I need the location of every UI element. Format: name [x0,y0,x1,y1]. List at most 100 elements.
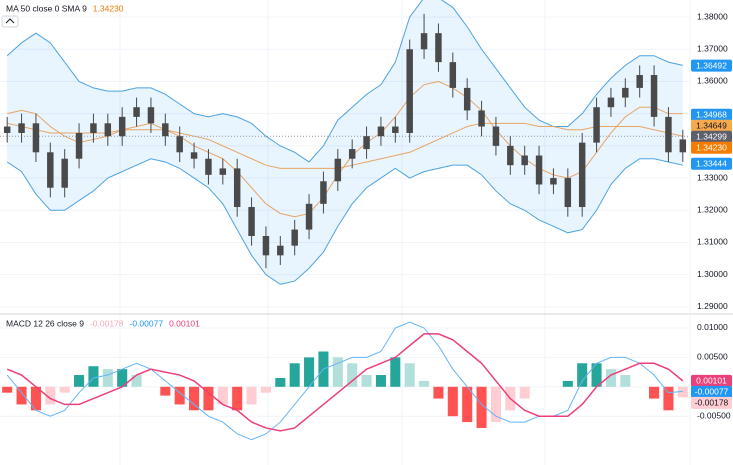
price-tag-label: 1.34968 [696,109,727,119]
candle-body [205,158,212,175]
legend-text: MA 50 close 0 SMA 9 [6,3,87,13]
price-tag [691,396,732,409]
histogram-bar [519,386,530,399]
histogram-bar [404,363,415,387]
candle-body [32,123,40,153]
price-tag [691,130,732,143]
histogram-bar [189,386,200,411]
candle-body [636,75,643,88]
candle-body [406,49,413,133]
price-tag-label: 1.33444 [696,159,727,169]
y-tick-label: 1.32000 [697,205,728,215]
histogram-bar [2,386,13,393]
histogram-bar [16,386,27,405]
candle-body [47,152,54,188]
candle-body [593,107,600,143]
candle-body [118,116,126,137]
histogram-bar [203,386,214,411]
candle-body [233,168,241,208]
histogram-bar [30,386,41,411]
candle-body [578,142,586,208]
y-tick-label: 0.01000 [697,322,728,332]
candle-body [622,87,629,98]
candle-body [248,207,255,237]
histogram-bar [59,386,70,393]
histogram-bar [677,386,688,398]
price-tag [691,385,732,398]
histogram-bar [375,375,386,387]
histogram-bar [260,386,271,393]
candle-body [277,245,284,256]
band-upper [6,0,683,163]
candle-body [607,97,615,108]
y-tick-label: 1.37000 [697,44,728,54]
candle-body [535,155,543,185]
price-tag [691,119,732,132]
y-tick-label: 1.36000 [697,76,728,86]
histogram-bar [663,386,674,411]
candle-body [104,123,112,137]
histogram-bar [605,369,616,387]
histogram-bar [289,363,300,387]
candle-body [463,87,471,111]
histogram-bar [462,386,473,423]
price-tag-label: 1.34299 [696,131,727,141]
histogram-bar [275,377,286,387]
candle-body [564,178,572,208]
histogram-bar [117,369,128,387]
histogram-bar [347,363,358,387]
histogram-bar [304,357,315,387]
candle-body [219,168,227,175]
price-tag [691,157,732,170]
candle-body [492,126,500,146]
candle-body [75,132,83,159]
price-tag [691,59,732,72]
legend-text: 0.00101 [169,318,200,328]
histogram-bar [433,386,444,399]
price-tag-label: -0.00178 [695,398,729,408]
price-tag-label: 1.34649 [696,120,727,130]
price-tag [691,374,732,387]
candle-body [334,158,342,182]
candle-body [176,136,183,153]
histogram-bar [174,386,185,405]
price-tag-label: 0.00101 [696,376,727,386]
histogram-bar [419,380,430,387]
collapse-icon [5,18,15,24]
candle-body [3,126,11,133]
band-lower [6,158,683,285]
price-tag-label: -0.00077 [695,387,729,397]
candle-body [420,33,428,50]
macd-line [6,321,683,441]
candle-body [507,145,514,166]
y-tick-label: 0.00500 [697,352,728,362]
histogram-bar [332,357,343,387]
candle-body [90,123,97,133]
histogram-bar [390,357,401,387]
signal-line [6,333,684,432]
price-tag [691,141,732,154]
y-tick-label: 1.33000 [697,172,728,182]
histogram-bar [490,386,501,423]
collapse-button[interactable] [1,15,19,28]
histogram-bar [562,380,573,387]
y-tick-label: -0.00500 [697,410,731,420]
candle-body [18,123,25,133]
histogram-bar [476,386,487,428]
legend-text: -0.00178 [90,318,124,328]
candle-body [190,152,198,159]
histogram-bar [620,375,631,387]
candle-body [435,33,442,63]
candle-body [377,126,385,137]
candle-body [291,229,298,246]
candle-body [449,62,457,88]
histogram-bar [232,386,243,411]
candle-body [478,110,485,127]
candle-body [679,139,687,153]
histogram-bar [577,363,588,387]
histogram-bar [217,386,228,405]
candle-body [305,203,313,230]
candle-body [162,123,169,137]
histogram-bar [88,366,99,387]
histogram-bar [131,375,142,387]
